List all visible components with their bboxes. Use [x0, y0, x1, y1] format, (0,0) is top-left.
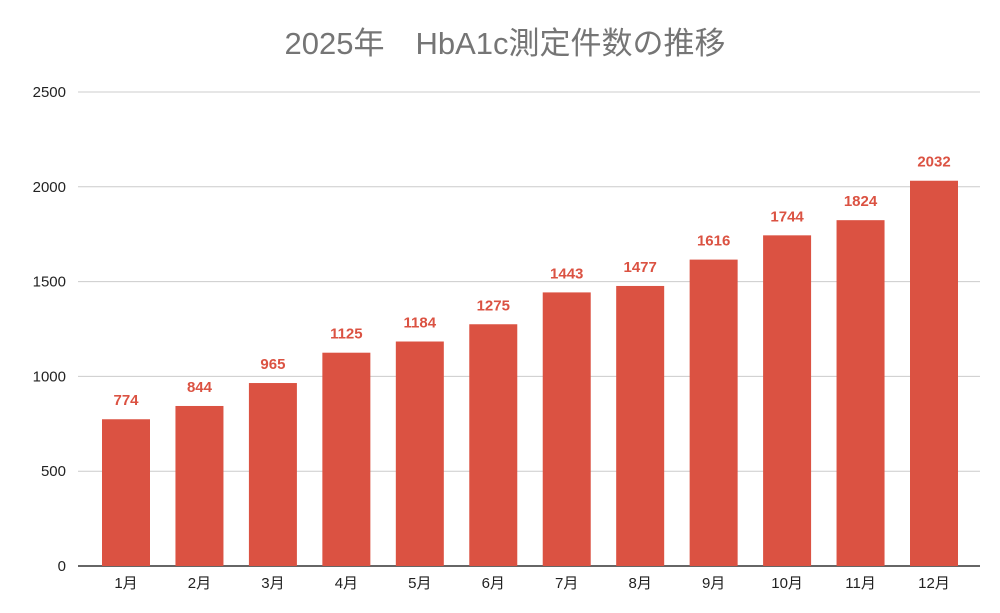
data-label: 1443	[550, 265, 583, 282]
data-label: 965	[260, 356, 285, 373]
y-tick-label: 0	[58, 558, 66, 575]
x-tick-label: 4月	[335, 575, 358, 592]
bar	[689, 259, 738, 566]
x-tick-label: 8月	[629, 575, 652, 592]
data-label: 1477	[623, 259, 656, 276]
bar	[836, 220, 885, 566]
y-tick-label: 500	[41, 463, 66, 480]
data-label: 2032	[917, 154, 950, 171]
data-label: 1125	[330, 326, 363, 343]
bar	[322, 352, 371, 566]
bar	[102, 419, 150, 566]
data-label: 1824	[844, 193, 878, 210]
x-tick-label: 1月	[114, 575, 137, 592]
data-label: 774	[113, 392, 139, 409]
x-tick-label: 9月	[702, 575, 725, 592]
y-tick-label: 1000	[33, 368, 66, 385]
y-tick-label: 2000	[33, 179, 66, 196]
bar	[248, 383, 297, 566]
bar	[616, 285, 665, 566]
bar	[175, 405, 224, 566]
bar	[469, 324, 518, 566]
data-label: 1744	[770, 208, 804, 225]
y-tick-label: 2500	[33, 84, 66, 101]
bar	[395, 341, 444, 566]
x-tick-label: 2月	[188, 575, 211, 592]
data-label: 1616	[697, 233, 730, 250]
x-tick-label: 11月	[845, 575, 876, 592]
x-tick-label: 6月	[482, 575, 505, 592]
data-label: 844	[187, 379, 213, 396]
x-tick-label: 3月	[261, 575, 284, 592]
bar	[910, 180, 958, 567]
bar	[542, 292, 591, 566]
y-tick-label: 1500	[33, 274, 66, 291]
bar	[763, 235, 812, 567]
chart-title: 2025年 HbA1c測定件数の推移	[284, 26, 725, 61]
x-tick-label: 12月	[918, 575, 950, 592]
data-label: 1275	[477, 297, 510, 314]
x-tick-label: 7月	[555, 575, 578, 592]
x-tick-label: 10月	[771, 575, 803, 592]
data-label: 1184	[404, 315, 437, 332]
x-tick-label: 5月	[408, 575, 431, 592]
